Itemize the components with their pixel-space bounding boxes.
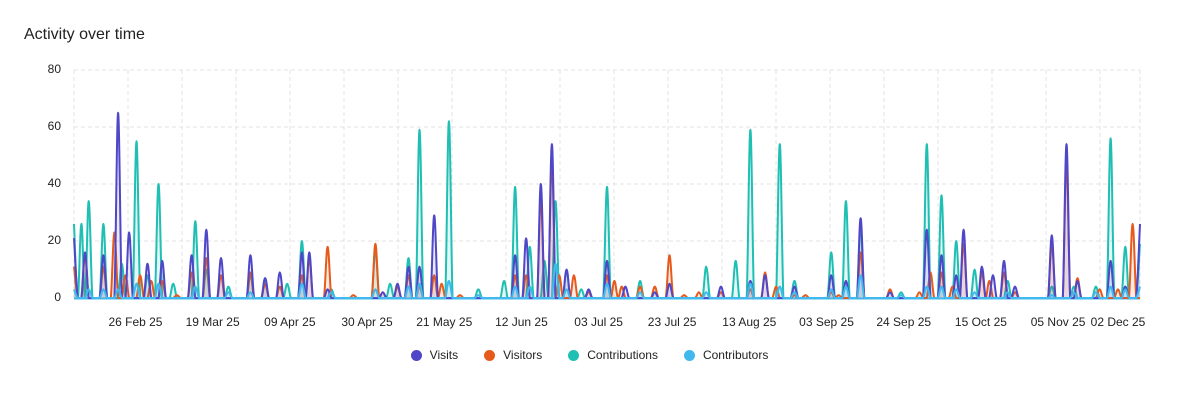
x-tick-label: 09 Apr 25 [264, 315, 316, 329]
legend-item-visits[interactable]: Visits [410, 348, 459, 362]
legend-item-visitors[interactable]: Visitors [484, 348, 542, 362]
y-tick-label: 40 [48, 176, 62, 190]
legend-label: Contributions [587, 348, 658, 362]
x-tick-label: 03 Jul 25 [574, 315, 623, 329]
series-area-contributions [74, 121, 1140, 298]
x-tick-label: 21 May 25 [416, 315, 472, 329]
y-tick-label: 20 [48, 233, 62, 247]
series-area-contributors [74, 263, 1140, 298]
x-tick-label: 24 Sep 25 [876, 315, 931, 329]
x-tick-label: 30 Apr 25 [341, 315, 393, 329]
x-tick-label: 03 Sep 25 [799, 315, 854, 329]
legend-label: Visitors [503, 348, 543, 362]
legend-item-contributors[interactable]: Contributors [683, 348, 769, 362]
chart-legend: Visits Visitors Contributions Contributors [0, 348, 1179, 362]
legend-dot-icon [484, 349, 496, 361]
axis-layer: 0 20 40 60 80 26 Feb 25 19 Mar 25 09 Apr 25 30 A… [48, 62, 1146, 329]
series-contributors [73, 262, 1141, 299]
legend-dot-icon [683, 349, 695, 361]
y-tick-label: 80 [48, 62, 62, 76]
x-tick-label: 13 Aug 25 [722, 315, 776, 329]
x-tick-label: 26 Feb 25 [108, 315, 162, 329]
series-line-contributors [73, 262, 1141, 299]
chart-title: Activity over time [24, 26, 145, 43]
x-tick-label: 05 Nov 25 [1031, 315, 1086, 329]
x-tick-label: 12 Jun 25 [495, 315, 548, 329]
x-tick-label: 15 Oct 25 [955, 315, 1007, 329]
y-tick-label: 0 [54, 290, 61, 304]
legend-label: Visits [429, 348, 459, 362]
legend-label: Contributors [702, 348, 769, 362]
legend-dot-icon [410, 349, 422, 361]
legend-dot-icon [568, 349, 580, 361]
y-tick-label: 60 [48, 119, 62, 133]
x-tick-label: 02 Dec 25 [1091, 315, 1146, 329]
legend-item-contributions[interactable]: Contributions [568, 348, 658, 362]
series-layer [73, 111, 1141, 300]
x-tick-label: 23 Jul 25 [648, 315, 697, 329]
x-tick-label: 19 Mar 25 [186, 315, 240, 329]
